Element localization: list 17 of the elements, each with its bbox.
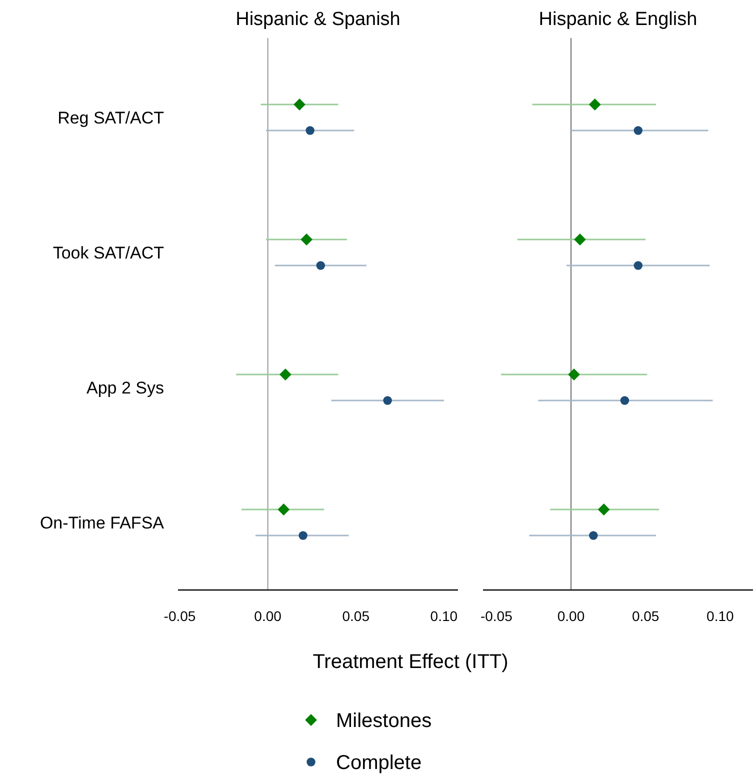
x-tick-label: 0.05 (632, 608, 660, 624)
x-tick-label: 0.00 (254, 608, 282, 624)
y-tick-label: Took SAT/ACT (52, 244, 164, 262)
x-tick-label: 0.00 (557, 608, 585, 624)
x-tick-label: -0.05 (480, 608, 513, 624)
y-tick-label: On-Time FAFSA (40, 514, 165, 532)
y-tick-label: App 2 Sys (86, 378, 164, 398)
x-axis-title: Treatment Effect (ITT) (312, 651, 508, 673)
chart-title: Hispanic & Spanish (236, 9, 400, 30)
legend-label: Complete (336, 752, 422, 774)
x-tick-label: 0.05 (342, 608, 370, 624)
x-tick-label: -0.05 (164, 608, 196, 624)
chart-title: Hispanic & English (538, 9, 698, 30)
x-tick-label: 0.10 (430, 608, 458, 624)
x-tick-label: 0.10 (706, 608, 734, 624)
y-tick-label: Reg SAT/ACT (58, 108, 164, 128)
legend-label: Milestones (336, 710, 432, 732)
